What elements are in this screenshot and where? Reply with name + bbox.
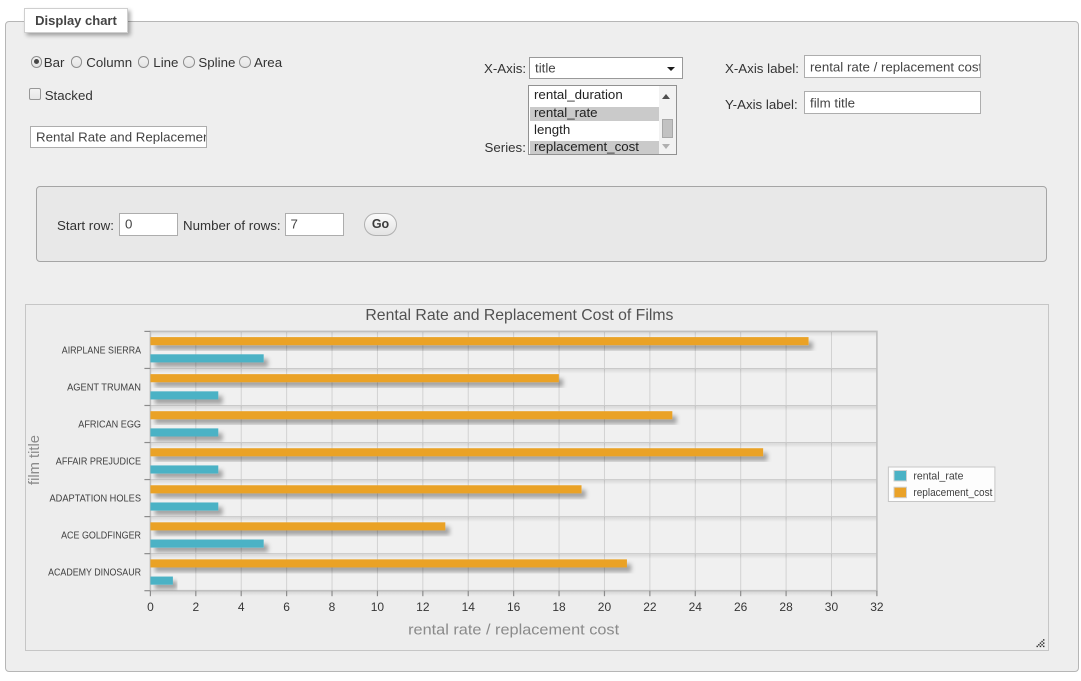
svg-text:AIRPLANE SIERRA: AIRPLANE SIERRA (61, 345, 141, 356)
svg-text:replacement_cost: replacement_cost (913, 487, 992, 499)
svg-text:AGENT TRUMAN: AGENT TRUMAN (67, 382, 141, 393)
svg-text:ACE GOLDFINGER: ACE GOLDFINGER (61, 531, 141, 542)
svg-text:ADAPTATION HOLES: ADAPTATION HOLES (49, 493, 141, 504)
svg-text:6: 6 (283, 600, 290, 614)
svg-text:AFRICAN EGG: AFRICAN EGG (78, 419, 141, 430)
svg-text:2: 2 (192, 600, 199, 614)
svg-text:32: 32 (870, 600, 884, 614)
svg-text:22: 22 (643, 600, 657, 614)
svg-text:AFFAIR PREJUDICE: AFFAIR PREJUDICE (55, 456, 141, 467)
svg-text:26: 26 (734, 600, 748, 614)
svg-text:4: 4 (237, 600, 244, 614)
svg-text:16: 16 (507, 600, 521, 614)
svg-text:ACADEMY DINOSAUR: ACADEMY DINOSAUR (48, 568, 141, 579)
svg-text:10: 10 (370, 600, 384, 614)
svg-text:24: 24 (688, 600, 702, 614)
svg-text:28: 28 (779, 600, 793, 614)
svg-text:20: 20 (597, 600, 611, 614)
svg-text:14: 14 (461, 600, 475, 614)
svg-text:Rental Rate and Replacement Co: Rental Rate and Replacement Cost of Film… (365, 307, 673, 324)
svg-text:film title: film title (26, 435, 43, 485)
svg-text:rental rate / replacement cost: rental rate / replacement cost (408, 621, 620, 638)
svg-text:8: 8 (328, 600, 335, 614)
svg-text:rental_rate: rental_rate (913, 470, 963, 482)
svg-text:12: 12 (416, 600, 430, 614)
svg-text:30: 30 (824, 600, 838, 614)
svg-text:0: 0 (147, 600, 154, 614)
svg-text:18: 18 (552, 600, 566, 614)
